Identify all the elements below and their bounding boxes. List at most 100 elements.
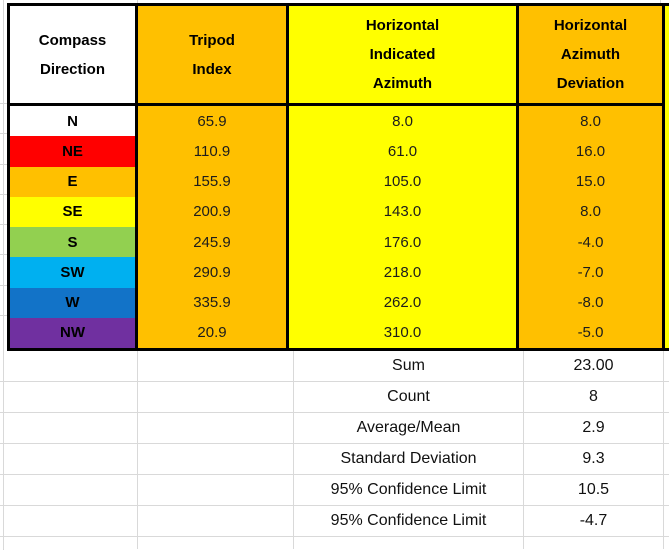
empty-cell[interactable] [138, 413, 294, 443]
azimuth-table: Compass Direction Tripod Index Horizonta… [7, 3, 665, 351]
empty-cell [294, 537, 524, 549]
empty-cell[interactable] [138, 444, 294, 474]
next-column-sliver [665, 3, 669, 351]
stat-row-average: Average/Mean 2.9 [0, 413, 669, 444]
partial-row [0, 537, 669, 549]
stat-label[interactable]: Standard Deviation [294, 444, 524, 474]
cell-direction[interactable]: SE [10, 196, 138, 227]
gridline-top-margin [137, 0, 138, 3]
gridline-tick [0, 224, 7, 225]
cell-tripod-index[interactable]: 335.9 [138, 287, 289, 318]
cell-tripod-index[interactable]: 245.9 [138, 227, 289, 258]
stat-row-stddev: Standard Deviation 9.3 [0, 444, 669, 475]
cell-indicated-azimuth[interactable]: 143.0 [289, 196, 519, 227]
cell-tripod-index[interactable]: 290.9 [138, 257, 289, 288]
empty-cell[interactable] [4, 444, 138, 474]
summary-stats: Sum 23.00 Count 8 Average/Mean 2.9 Stand… [0, 351, 669, 549]
cell-azimuth-deviation[interactable]: -5.0 [519, 317, 662, 348]
gridline-tick [0, 315, 7, 316]
empty-cell[interactable] [4, 506, 138, 536]
stat-row-sum: Sum 23.00 [0, 351, 669, 382]
header-tripod-index[interactable]: Tripod Index [138, 6, 289, 103]
table-row-nw: NW 20.9 310.0 -5.0 [10, 317, 662, 348]
stat-label[interactable]: 95% Confidence Limit [294, 475, 524, 505]
empty-cell [4, 537, 138, 549]
empty-cell[interactable] [138, 475, 294, 505]
table-row-w: W 335.9 262.0 -8.0 [10, 287, 662, 318]
cell-azimuth-deviation[interactable]: 8.0 [519, 106, 662, 137]
stat-value[interactable]: 2.9 [524, 413, 664, 443]
cell-direction[interactable]: W [10, 287, 138, 318]
cell-direction[interactable]: E [10, 166, 138, 197]
gutter-cell [0, 475, 4, 505]
gutter-cell [0, 382, 4, 412]
stat-label[interactable]: 95% Confidence Limit [294, 506, 524, 536]
cell-azimuth-deviation[interactable]: 8.0 [519, 196, 662, 227]
gutter-cell [0, 351, 4, 381]
empty-cell [664, 444, 669, 474]
stat-value[interactable]: 9.3 [524, 444, 664, 474]
empty-cell [664, 475, 669, 505]
cell-indicated-azimuth[interactable]: 262.0 [289, 287, 519, 318]
stat-value[interactable]: -4.7 [524, 506, 664, 536]
cell-indicated-azimuth[interactable]: 176.0 [289, 227, 519, 258]
stat-row-confidence-lower: 95% Confidence Limit -4.7 [0, 506, 669, 537]
cell-direction[interactable]: SW [10, 257, 138, 288]
empty-cell[interactable] [4, 475, 138, 505]
table-row-se: SE 200.9 143.0 8.0 [10, 196, 662, 227]
cell-azimuth-deviation[interactable]: 15.0 [519, 166, 662, 197]
table-row-n: N 65.9 8.0 8.0 [10, 106, 662, 137]
cell-tripod-index[interactable]: 200.9 [138, 196, 289, 227]
cell-direction[interactable]: N [10, 106, 138, 137]
gutter-cell [0, 506, 4, 536]
header-horizontal-azimuth-deviation[interactable]: Horizontal Azimuth Deviation [519, 6, 662, 103]
table-header-row: Compass Direction Tripod Index Horizonta… [10, 6, 662, 106]
stat-value[interactable]: 10.5 [524, 475, 664, 505]
cell-tripod-index[interactable]: 20.9 [138, 317, 289, 348]
cell-azimuth-deviation[interactable]: -8.0 [519, 287, 662, 318]
empty-cell[interactable] [4, 351, 138, 381]
cell-indicated-azimuth[interactable]: 8.0 [289, 106, 519, 137]
cell-indicated-azimuth[interactable]: 105.0 [289, 166, 519, 197]
empty-cell[interactable] [138, 351, 294, 381]
stat-label[interactable]: Count [294, 382, 524, 412]
cell-direction[interactable]: NW [10, 317, 138, 348]
empty-cell[interactable] [138, 506, 294, 536]
cell-azimuth-deviation[interactable]: 16.0 [519, 136, 662, 167]
gridline-tick [0, 254, 7, 255]
empty-cell [664, 351, 669, 381]
header-horizontal-indicated-azimuth[interactable]: Horizontal Indicated Azimuth [289, 6, 519, 103]
empty-cell [138, 537, 294, 549]
table-body: N 65.9 8.0 8.0 NE 110.9 61.0 16.0 E 155.… [10, 106, 662, 348]
stat-value[interactable]: 8 [524, 382, 664, 412]
stat-label[interactable]: Sum [294, 351, 524, 381]
empty-cell[interactable] [4, 382, 138, 412]
gridline-tick [0, 194, 7, 195]
gridline-left-margin [3, 0, 4, 550]
empty-cell [664, 382, 669, 412]
cell-direction[interactable]: NE [10, 136, 138, 167]
cell-tripod-index[interactable]: 110.9 [138, 136, 289, 167]
empty-cell [664, 506, 669, 536]
header-compass-direction[interactable]: Compass Direction [10, 6, 138, 103]
empty-cell [524, 537, 664, 549]
stat-row-confidence-upper: 95% Confidence Limit 10.5 [0, 475, 669, 506]
cell-tripod-index[interactable]: 65.9 [138, 106, 289, 137]
cell-tripod-index[interactable]: 155.9 [138, 166, 289, 197]
table-row-sw: SW 290.9 218.0 -7.0 [10, 257, 662, 288]
cell-indicated-azimuth[interactable]: 61.0 [289, 136, 519, 167]
stat-value[interactable]: 23.00 [524, 351, 664, 381]
cell-indicated-azimuth[interactable]: 218.0 [289, 257, 519, 288]
cell-azimuth-deviation[interactable]: -4.0 [519, 227, 662, 258]
empty-cell[interactable] [4, 413, 138, 443]
empty-cell[interactable] [138, 382, 294, 412]
cell-azimuth-deviation[interactable]: -7.0 [519, 257, 662, 288]
table-row-ne: NE 110.9 61.0 16.0 [10, 136, 662, 167]
cell-direction[interactable]: S [10, 227, 138, 258]
empty-cell [664, 413, 669, 443]
gridline-tick [0, 285, 7, 286]
cell-indicated-azimuth[interactable]: 310.0 [289, 317, 519, 348]
stat-label[interactable]: Average/Mean [294, 413, 524, 443]
table-row-e: E 155.9 105.0 15.0 [10, 166, 662, 197]
gridline-top-margin-right [660, 0, 661, 3]
